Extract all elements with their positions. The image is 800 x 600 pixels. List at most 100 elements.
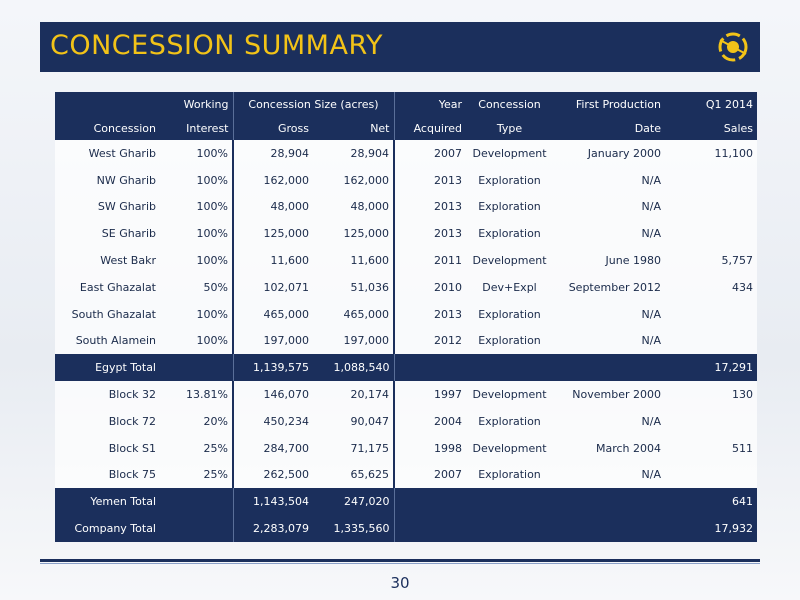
table-cell: Concession [466,92,553,116]
table-cell: Block S1 [55,434,160,462]
table-cell: Block 72 [55,407,160,435]
table-cell [466,354,553,382]
footer-rule-thin [40,563,760,564]
table-cell: 2013 [394,166,466,194]
table-cell: 1,088,540 [313,354,395,382]
table-cell: Concession Size (acres) [233,92,395,116]
table-cell: 25% [160,434,234,462]
table-cell: 1,143,504 [233,488,313,516]
table-cell: Company Total [55,515,160,542]
footer-rule [40,559,760,562]
table-cell: Exploration [466,166,553,194]
table-cell: 90,047 [313,407,395,435]
table-cell: Q1 2014 [665,92,757,116]
table-cell [466,515,553,542]
table-cell: 197,000 [313,327,395,355]
table-cell: Working [160,92,234,116]
table-cell: 100% [160,220,234,248]
table-cell: West Gharib [55,140,160,167]
table-cell: Block 75 [55,461,160,489]
table-cell: 450,234 [233,407,313,435]
table-cell: 197,000 [233,327,313,355]
table-cell [665,300,757,328]
table-cell [394,354,466,382]
table-cell: 102,071 [233,273,313,301]
table-cell [394,515,466,542]
header-row: Concession Interest Gross Net Acquired Type Da… [55,116,757,140]
table-cell: 2004 [394,407,466,435]
table-cell: 2013 [394,220,466,248]
table-cell [466,488,553,516]
data-row: South Ghazalat 100% 465,000 465,000 2013 Expl… [55,300,757,328]
table-cell: 51,036 [313,273,395,301]
table-cell [665,220,757,248]
table-cell: N/A [553,193,665,221]
table-cell: 162,000 [313,166,395,194]
table-cell: 2013 [394,300,466,328]
table-cell [394,488,466,516]
table-cell: 11,100 [665,140,757,167]
table-cell: June 1980 [553,247,665,274]
table-cell: 13.81% [160,381,234,408]
table-cell: Development [466,381,553,408]
table-cell: 71,175 [313,434,395,462]
table-cell: 2012 [394,327,466,355]
table-cell: 5,757 [665,247,757,274]
table-cell: 25% [160,461,234,489]
data-row: Block 32 13.81% 146,070 20,174 1997 Developme… [55,381,757,408]
header-row: Working Concession Size (acres) Year Conces… [55,92,757,116]
table-cell: 1,335,560 [313,515,395,542]
table-cell: Yemen Total [55,488,160,516]
table-cell: Acquired [394,116,466,140]
table-cell [665,327,757,355]
data-row: West Gharib 100% 28,904 28,904 2007 Developme… [55,140,757,167]
table-cell: Development [466,434,553,462]
table-cell [553,488,665,516]
table-cell: 1997 [394,381,466,408]
table-cell: SE Gharib [55,220,160,248]
table-cell: NW Gharib [55,166,160,194]
table-cell: 125,000 [233,220,313,248]
table-cell: 100% [160,327,234,355]
data-row: Block 72 20% 450,234 90,047 2004 Exploration N… [55,407,757,435]
table-cell: 48,000 [233,193,313,221]
table-cell: Exploration [466,300,553,328]
table-cell: 100% [160,166,234,194]
table-cell: SW Gharib [55,193,160,221]
table-cell: 28,904 [313,140,395,167]
table-cell: 130 [665,381,757,408]
table-cell: Type [466,116,553,140]
table-cell: Development [466,140,553,167]
table-cell: Concession [55,116,160,140]
table-cell [160,515,234,542]
table-cell: 125,000 [313,220,395,248]
table-cell [665,193,757,221]
table-cell [160,488,234,516]
table-cell [553,515,665,542]
table-cell: 65,625 [313,461,395,489]
total-row: Egypt Total 1,139,575 1,088,540 17,291 [55,354,757,382]
page-number: 30 [390,574,410,592]
table-cell: Gross [233,116,313,140]
table-cell: 28,904 [233,140,313,167]
table-cell: 465,000 [233,300,313,328]
table-cell: 20% [160,407,234,435]
table-cell: 465,000 [313,300,395,328]
table-cell: Egypt Total [55,354,160,382]
table-cell: N/A [553,220,665,248]
table-cell: 162,000 [233,166,313,194]
table-cell: Exploration [466,461,553,489]
table-cell: 50% [160,273,234,301]
table-cell: West Bakr [55,247,160,274]
data-row: SE Gharib 100% 125,000 125,000 2013 Explorati… [55,220,757,248]
table-cell: 434 [665,273,757,301]
table-cell: 100% [160,300,234,328]
table-cell: Exploration [466,220,553,248]
table-cell: 11,600 [233,247,313,274]
table-cell: January 2000 [553,140,665,167]
table-cell: East Ghazalat [55,273,160,301]
table-cell: 2013 [394,193,466,221]
table-cell: 2007 [394,461,466,489]
table-cell: South Alamein [55,327,160,355]
